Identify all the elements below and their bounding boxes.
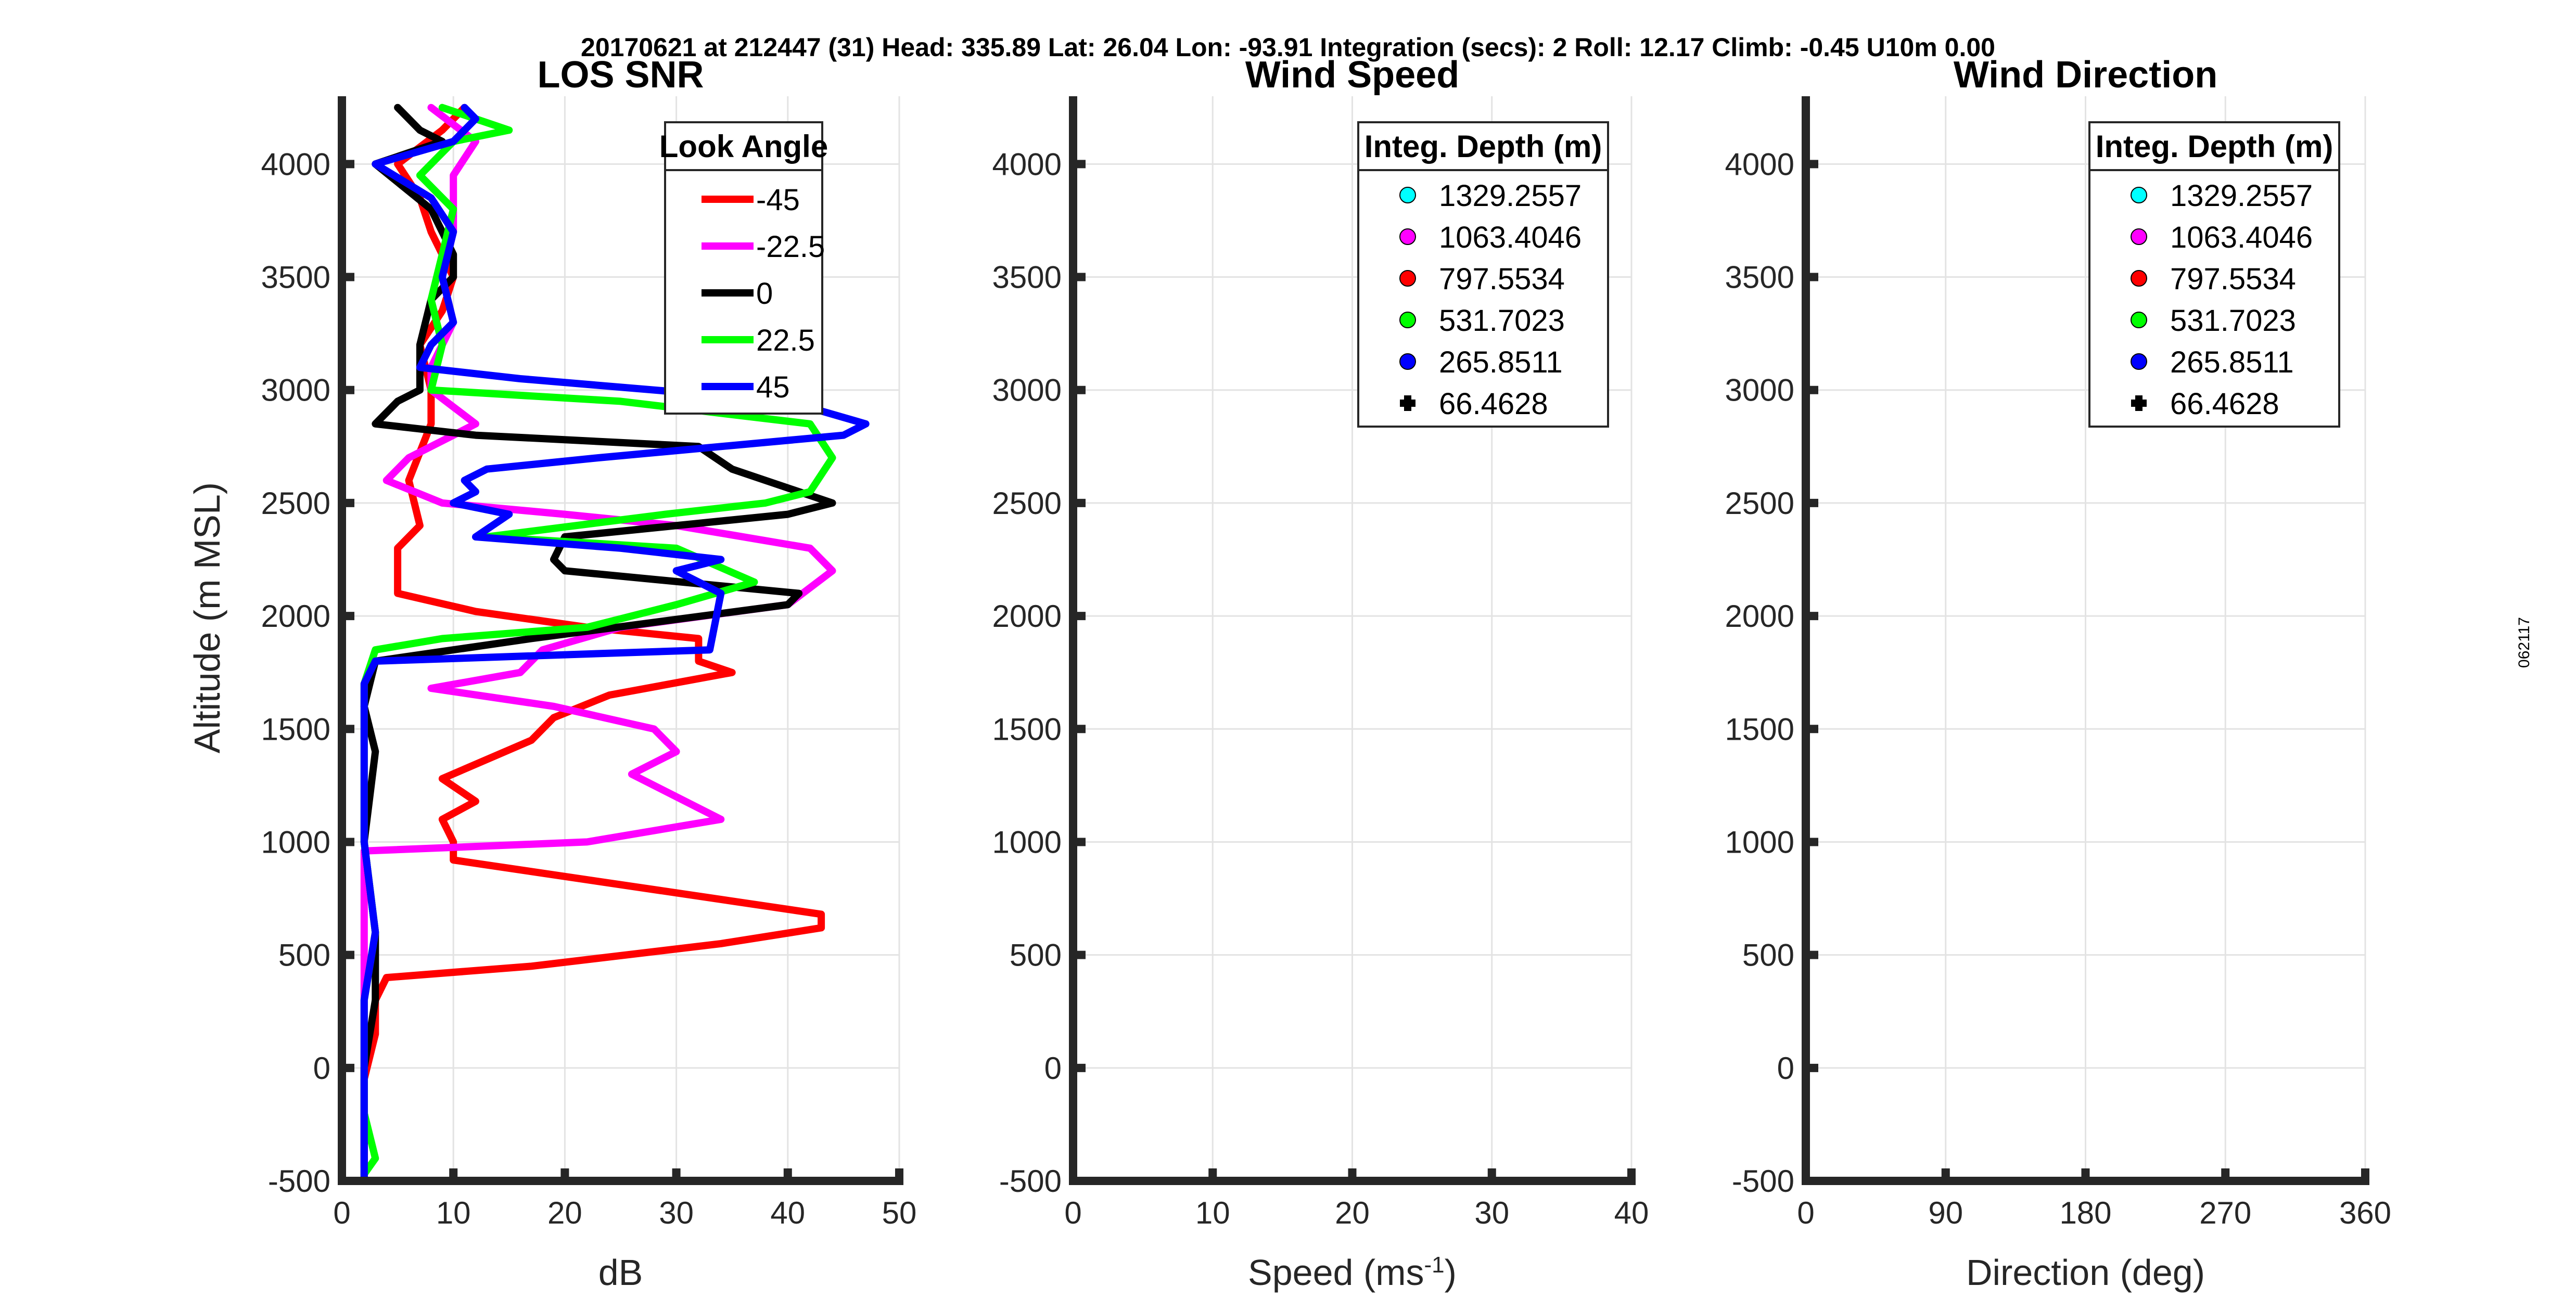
wind-direction-legend-title: Integ. Depth (m) (2096, 129, 2333, 164)
figure-header: 20170621 at 212447 (31) Head: 335.89 Lat… (581, 33, 1995, 62)
wind-direction-legend-label-5: 66.4628 (2170, 387, 2279, 421)
wind-speed-xtick-label-2: 20 (1335, 1195, 1370, 1230)
wind-direction-xtick-label-1: 90 (1928, 1195, 1963, 1230)
wind-speed-legend-label-2: 797.5534 (1439, 262, 1565, 296)
los-snr-legend-label-3: 22.5 (756, 324, 815, 357)
wind-speed-xtick-label-4: 40 (1614, 1195, 1649, 1230)
wind-direction-legend-marker-5 (2131, 395, 2147, 411)
los-snr-ytick-label-5: 2000 (261, 599, 330, 634)
wind-direction-xtick-label-0: 0 (1797, 1195, 1814, 1230)
wind-speed-ytick-label-0: -500 (999, 1164, 1062, 1199)
wind-speed-legend-title: Integ. Depth (m) (1364, 129, 1602, 164)
los-snr-series-45 (360, 104, 870, 1180)
los-snr-legend-title: Look Angle (659, 129, 828, 164)
los-snr-legend-label-0: -45 (756, 183, 800, 217)
los-snr-xtick-label-2: 20 (547, 1195, 582, 1230)
wind-speed-legend-label-4: 265.8511 (1439, 345, 1563, 379)
wind-direction-ytick-label-0: -500 (1732, 1164, 1794, 1199)
los-snr-xtick-label-3: 30 (659, 1195, 694, 1230)
wind-direction-ytick-label-9: 4000 (1725, 147, 1794, 182)
wind-speed-legend-marker-3 (1399, 312, 1416, 328)
wind-speed-ytick-label-5: 2000 (992, 599, 1062, 634)
los-snr-xtick-label-1: 10 (436, 1195, 471, 1230)
los-snr-ytick-label-8: 3500 (261, 260, 330, 295)
wind-direction-legend-marker-0 (2131, 187, 2147, 203)
los-snr-ytick-label-0: -500 (268, 1164, 330, 1199)
wind-direction-xtick-label-2: 180 (2059, 1195, 2111, 1230)
los-snr-xtick-label-5: 50 (882, 1195, 917, 1230)
wind-direction-legend-label-4: 265.8511 (2170, 345, 2294, 379)
los-snr-ytick-label-6: 2500 (261, 486, 330, 521)
wind-speed-ytick-label-7: 3000 (992, 373, 1062, 408)
wind-speed-xtick-label-1: 10 (1195, 1195, 1230, 1230)
wind-speed-legend-box (1357, 121, 1609, 428)
los-snr-legend-box (664, 121, 823, 415)
wind-speed-title: Wind Speed (1245, 54, 1459, 96)
wind-direction-legend-label-1: 1063.4046 (2170, 221, 2313, 254)
wind-speed-ytick-label-3: 1000 (992, 825, 1062, 859)
wind-speed-ytick-label-1: 0 (1044, 1051, 1062, 1086)
wind-speed-xlabel: Speed (ms-1) (1248, 1252, 1457, 1293)
wind-direction-xlabel: Direction (deg) (1966, 1252, 2205, 1293)
side-date-label: 062117 (2516, 617, 2533, 668)
wind-direction-legend-marker-2 (2131, 270, 2147, 287)
wind-direction-ytick-label-1: 0 (1777, 1051, 1794, 1086)
wind-direction-ytick-label-4: 1500 (1725, 712, 1794, 747)
wind-speed-legend-marker-2 (1399, 270, 1416, 287)
wind-speed-ytick-label-6: 2500 (992, 486, 1062, 521)
los-snr-ytick-label-3: 1000 (261, 825, 330, 859)
wind-speed-legend-marker-1 (1399, 228, 1416, 245)
los-snr-xtick-label-4: 40 (770, 1195, 805, 1230)
los-snr-ytick-label-2: 500 (278, 938, 330, 973)
wind-direction-legend-label-2: 797.5534 (2170, 262, 2296, 296)
los-snr-title: LOS SNR (537, 54, 704, 96)
los-snr-xtick-label-0: 0 (333, 1195, 350, 1230)
wind-speed-ytick-label-2: 500 (1010, 938, 1062, 973)
wind-direction-xtick-label-4: 360 (2339, 1195, 2391, 1230)
los-snr-ytick-label-7: 3000 (261, 373, 330, 408)
wind-direction-ytick-label-2: 500 (1742, 938, 1794, 973)
wind-direction-legend-marker-3 (2131, 312, 2147, 328)
wind-speed-ytick-label-8: 3500 (992, 260, 1062, 295)
wind-speed-xtick-label-0: 0 (1064, 1195, 1081, 1230)
los-snr-ytick-label-9: 4000 (261, 147, 330, 182)
los-snr-legend-label-2: 0 (756, 277, 773, 311)
wind-speed-legend-label-0: 1329.2557 (1439, 179, 1582, 213)
wind-speed-legend-marker-5 (1400, 395, 1415, 411)
wind-speed-ytick-label-9: 4000 (992, 147, 1062, 182)
los-snr-legend-label-4: 45 (756, 370, 790, 404)
wind-direction-legend-marker-1 (2131, 228, 2147, 245)
wind-speed-legend-marker-4 (1399, 353, 1416, 370)
wind-speed-xlabel-end: ) (1445, 1252, 1457, 1293)
wind-direction-ytick-label-3: 1000 (1725, 825, 1794, 859)
wind-speed-ytick-label-4: 1500 (992, 712, 1062, 747)
los-snr-ytick-label-1: 0 (313, 1051, 330, 1086)
wind-direction-ytick-label-5: 2000 (1725, 599, 1794, 634)
wind-speed-legend-label-1: 1063.4046 (1439, 221, 1582, 254)
wind-speed-xtick-label-3: 30 (1474, 1195, 1509, 1230)
wind-direction-legend-marker-4 (2131, 353, 2147, 370)
los-snr-legend-label-1: -22.5 (756, 230, 825, 264)
wind-direction-legend-label-0: 1329.2557 (2170, 179, 2313, 213)
los-snr-ytick-label-4: 1500 (261, 712, 330, 747)
wind-direction-ytick-label-6: 2500 (1725, 486, 1794, 521)
wind-speed-legend-label-3: 531.7023 (1439, 304, 1565, 338)
wind-direction-xtick-label-3: 270 (2199, 1195, 2251, 1230)
los-snr-ylabel: Altitude (m MSL) (187, 482, 227, 753)
wind-direction-title: Wind Direction (1954, 54, 2217, 96)
wind-speed-legend-label-5: 66.4628 (1439, 387, 1548, 421)
wind-direction-ytick-label-8: 3500 (1725, 260, 1794, 295)
los-snr-xlabel: dB (598, 1252, 643, 1293)
wind-direction-legend-box (2088, 121, 2340, 428)
wind-speed-xlabel-superscript: -1 (1424, 1252, 1445, 1278)
wind-direction-legend-label-3: 531.7023 (2170, 304, 2296, 338)
wind-speed-legend-marker-0 (1399, 187, 1416, 203)
wind-direction-ytick-label-7: 3000 (1725, 373, 1794, 408)
